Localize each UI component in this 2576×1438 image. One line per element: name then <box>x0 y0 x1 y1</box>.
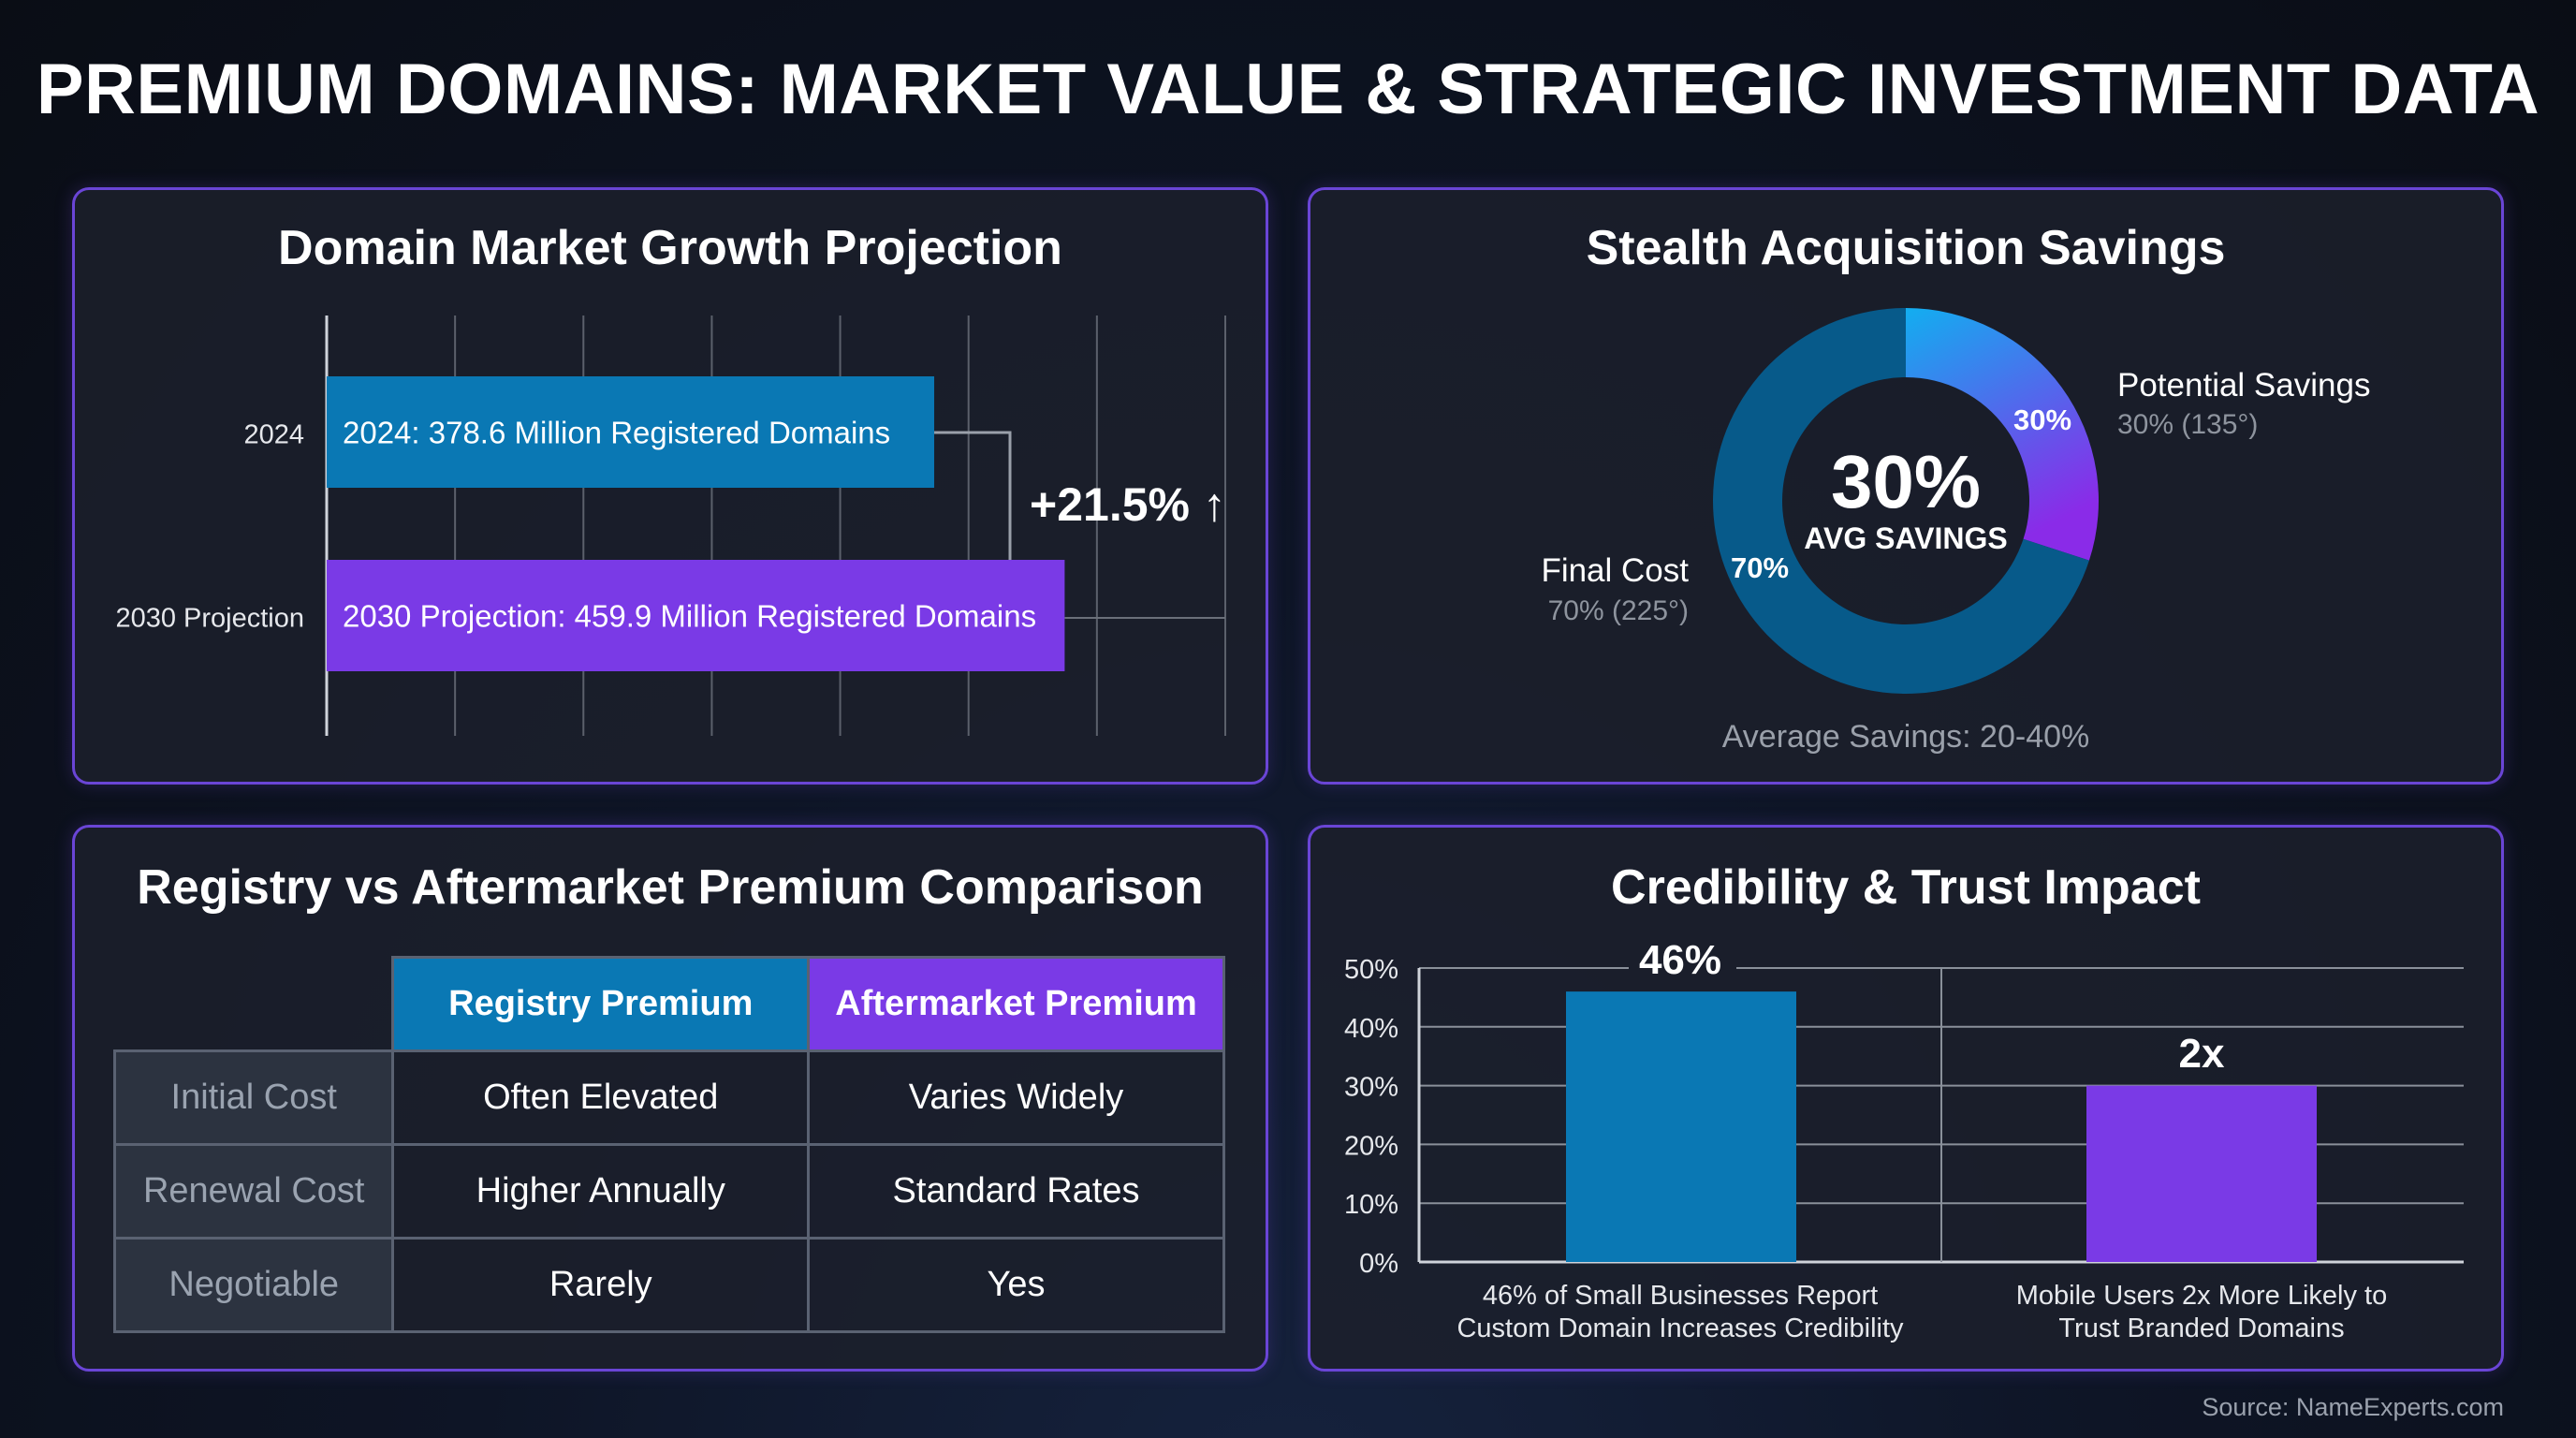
table-cell: Rarely <box>391 1237 811 1333</box>
legend-potential-savings-detail: 30% (135°) <box>2117 409 2258 440</box>
comparison-table: Registry Premium Aftermarket Premium Ini… <box>112 956 1225 1333</box>
column-header-registry: Registry Premium <box>391 956 811 1052</box>
growth-annotation: +21.5% ↑ <box>1030 478 1226 531</box>
category-label: Custom Domain Increases Credibility <box>1456 1313 1904 1343</box>
bar-1 <box>2086 1085 2317 1262</box>
slice-label: 30% <box>2013 404 2071 436</box>
bar-value-label: 46% <box>1639 937 1721 983</box>
table-header-row: Registry Premium Aftermarket Premium <box>115 956 1225 1052</box>
table-cell: Often Elevated <box>391 1049 811 1146</box>
row-label: Renewal Cost <box>112 1143 395 1240</box>
donut-slice-1 <box>1713 308 2089 694</box>
table-row: Renewal Cost Higher Annually Standard Ra… <box>112 1143 1225 1240</box>
y-tick-label: 40% <box>1344 1014 1398 1044</box>
comparison-title: Registry vs Aftermarket Premium Comparis… <box>137 860 1204 915</box>
table-cell: Higher Annually <box>391 1143 811 1240</box>
row-label: Negotiable <box>112 1237 395 1333</box>
y-tick-label: 0% <box>1359 1249 1398 1279</box>
growth-title: Domain Market Growth Projection <box>278 221 1062 275</box>
row-label: Initial Cost <box>112 1049 395 1146</box>
y-tick-label: 10% <box>1344 1190 1398 1220</box>
source-note: Source: NameExperts.com <box>2202 1393 2504 1421</box>
legend-final-cost: Final Cost <box>1541 552 1689 589</box>
bar-value-label: 2x <box>2179 1031 2225 1077</box>
center-label: AVG SAVINGS <box>1804 521 2008 555</box>
slice-label: 70% <box>1731 551 1789 584</box>
growth-connector <box>934 431 1012 560</box>
bar-1 <box>327 560 1065 671</box>
table-cell: Yes <box>807 1237 1225 1333</box>
category-label: 46% of Small Businesses Report <box>1483 1281 1878 1311</box>
legend-final-cost-detail: 70% (225°) <box>1548 595 1689 626</box>
y-tick-label: 30% <box>1344 1073 1398 1103</box>
category-label: 2030 Projection <box>115 604 304 634</box>
column-header-aftermarket: Aftermarket Premium <box>807 956 1225 1052</box>
y-tick-label: 50% <box>1344 955 1398 985</box>
bar-data-label: 2024: 378.6 Million Registered Domains <box>343 416 890 450</box>
bar-data-label: 2030 Projection: 459.9 Million Registere… <box>343 599 1036 634</box>
donut-slice-0 <box>1906 308 2099 561</box>
center-value: 30% <box>1831 440 1981 523</box>
category-label: Mobile Users 2x More Likely to <box>2016 1281 2387 1311</box>
category-label: Trust Branded Domains <box>2058 1313 2344 1343</box>
legend-potential-savings: Potential Savings <box>2117 367 2370 404</box>
credibility-title: Credibility & Trust Impact <box>1611 860 2201 915</box>
table-row: Initial Cost Often Elevated Varies Widel… <box>112 1049 1225 1146</box>
table-cell: Standard Rates <box>807 1143 1225 1240</box>
savings-title: Stealth Acquisition Savings <box>1586 221 2226 275</box>
table-row: Negotiable Rarely Yes <box>112 1237 1225 1333</box>
page-title: PREMIUM DOMAINS: MARKET VALUE & STRATEGI… <box>36 50 2540 129</box>
category-label: 2024 <box>243 420 304 450</box>
bar-0 <box>327 376 935 488</box>
table-cell: Varies Widely <box>807 1049 1225 1146</box>
savings-footnote: Average Savings: 20-40% <box>1722 719 2090 755</box>
y-tick-label: 20% <box>1344 1131 1398 1161</box>
bar-0 <box>1566 991 1796 1262</box>
